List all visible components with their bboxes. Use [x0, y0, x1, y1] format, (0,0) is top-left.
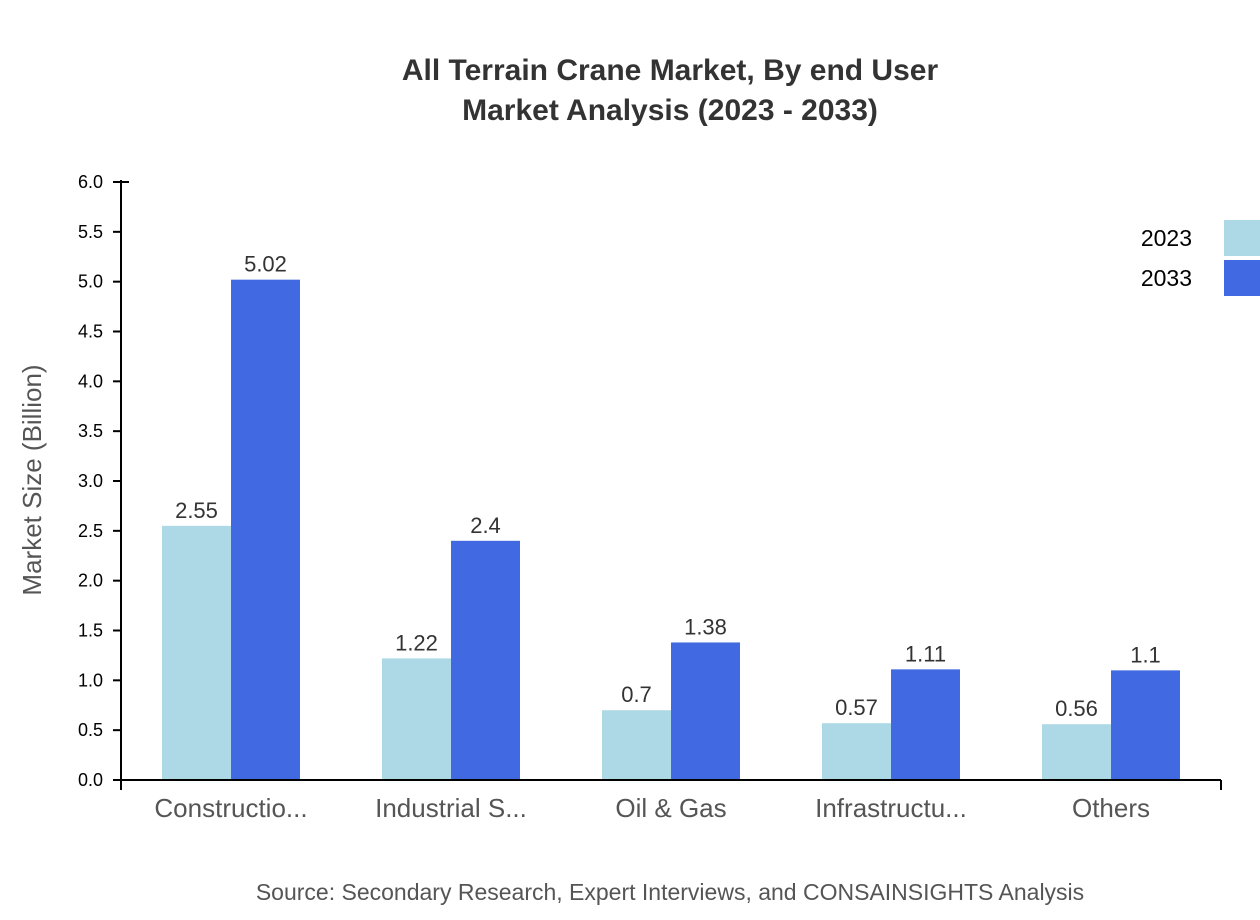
- bar-2023-4: [1042, 724, 1111, 780]
- bar-2033-2: [671, 642, 740, 780]
- chart-title: All Terrain Crane Market, By end User: [402, 54, 939, 87]
- x-tick-label: Others: [1072, 793, 1150, 823]
- y-tick-label: 4.0: [78, 371, 103, 391]
- y-tick-label: 3.5: [78, 421, 103, 441]
- data-label: 2.55: [175, 498, 218, 523]
- data-label: 1.1: [1130, 642, 1161, 667]
- y-axis-label: Market Size (Billion): [17, 364, 47, 595]
- y-tick-label: 1.0: [78, 670, 103, 690]
- source-note: Source: Secondary Research, Expert Inter…: [256, 879, 1084, 905]
- data-label: 1.22: [395, 630, 438, 655]
- data-label: 0.56: [1055, 696, 1098, 721]
- x-tick-label: Infrastructu...: [815, 793, 967, 823]
- legend-label: 2033: [1141, 265, 1192, 291]
- data-label: 1.38: [684, 614, 727, 639]
- data-label: 5.02: [244, 252, 287, 277]
- bar-2033-0: [231, 279, 300, 780]
- data-label: 2.4: [470, 513, 501, 538]
- x-tick-label: Oil & Gas: [615, 793, 726, 823]
- y-tick-label: 5.0: [78, 272, 103, 292]
- data-label: 0.7: [621, 682, 652, 707]
- bar-2033-1: [451, 540, 520, 780]
- y-tick-label: 3.0: [78, 471, 103, 491]
- y-tick-label: 0.0: [78, 770, 103, 790]
- y-tick-label: 0.5: [78, 720, 103, 740]
- bar-2023-3: [822, 723, 891, 780]
- x-tick-label: Constructio...: [154, 793, 307, 823]
- data-label: 0.57: [835, 695, 878, 720]
- y-tick-label: 4.5: [78, 322, 103, 342]
- bar-2023-1: [382, 658, 451, 780]
- bar-2023-2: [602, 710, 671, 780]
- y-tick-label: 1.5: [78, 621, 103, 641]
- y-tick-label: 2.0: [78, 571, 103, 591]
- y-tick-label: 6.0: [78, 172, 103, 192]
- data-label: 1.11: [905, 641, 946, 666]
- y-tick-label: 2.5: [78, 521, 103, 541]
- legend-swatch-2033: [1224, 260, 1260, 296]
- bar-2033-3: [891, 669, 960, 780]
- y-tick-label: 5.5: [78, 222, 103, 242]
- legend-swatch-2023: [1224, 220, 1260, 256]
- bar-2023-0: [162, 525, 231, 780]
- legend-label: 2023: [1141, 225, 1192, 251]
- chart-subtitle: Market Analysis (2023 - 2033): [462, 94, 878, 127]
- bar-2033-4: [1111, 670, 1180, 780]
- x-tick-label: Industrial S...: [375, 793, 527, 823]
